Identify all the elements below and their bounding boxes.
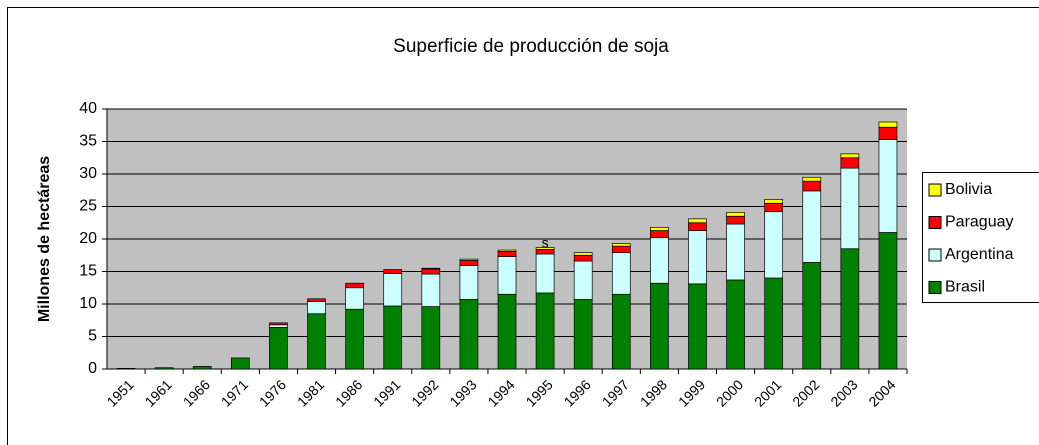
bar-segment: [421, 267, 441, 270]
bar-segment: [650, 282, 669, 370]
y-tick-label: 25: [79, 198, 97, 215]
y-tick-label: 0: [88, 360, 97, 377]
bar-segment: [421, 268, 441, 275]
chart-title: Superficie de producción de soja: [393, 36, 669, 57]
bar-segment: [726, 215, 745, 225]
bar-segment: [192, 366, 212, 370]
bar-segment: [726, 279, 745, 370]
y-tick-label: 30: [79, 165, 97, 182]
legend-swatch: [928, 281, 942, 294]
bar-segment: [230, 357, 250, 370]
bar-segment: [345, 308, 364, 370]
bar-segment: [269, 322, 288, 326]
bar-segment: [535, 247, 555, 250]
bar-segment: [802, 180, 822, 192]
bar-segment: [650, 226, 669, 231]
bar-segment: [116, 368, 136, 370]
bar-segment: [650, 230, 669, 239]
legend-label: Bolivia: [945, 181, 992, 198]
bar-segment: [764, 277, 784, 370]
legend-label: Paraguay: [945, 214, 1014, 231]
bar-segment: [383, 273, 403, 307]
bar-segment: [688, 222, 707, 231]
bar-segment: [726, 223, 745, 281]
bar-segment: [611, 293, 631, 370]
bar-segment: [802, 190, 822, 263]
bar-segment: [307, 301, 326, 315]
legend-label: Argentina: [945, 246, 1014, 263]
bar-segment: [307, 313, 326, 370]
bar-segment: [497, 251, 517, 257]
bar-segment: [764, 199, 784, 204]
bar-segment: [688, 283, 707, 370]
y-tick-label: 40: [79, 100, 97, 117]
bar-segment: [573, 252, 593, 256]
bar-segment: [611, 243, 631, 247]
bar-segment: [459, 260, 479, 267]
annotation: s: [542, 235, 549, 251]
bar-segment: [497, 249, 517, 252]
bar-segment: [878, 121, 898, 128]
legend: [922, 172, 1039, 303]
bar-segment: [573, 254, 593, 262]
bar-segment: [611, 252, 631, 295]
bar-segment: [840, 157, 860, 169]
bar-segment: [459, 299, 479, 370]
legend-swatch: [928, 216, 942, 229]
bar-segment: [535, 292, 555, 370]
bar-segment: [840, 248, 860, 370]
bar-segment: [459, 265, 479, 300]
bar-segment: [269, 324, 288, 328]
y-tick-label: 5: [88, 328, 97, 345]
bar-segment: [383, 269, 403, 274]
legend-label: Brasil: [945, 279, 985, 296]
bar-segment: [497, 256, 517, 295]
y-tick-label: 20: [79, 230, 97, 247]
y-tick-label: 35: [79, 133, 97, 150]
bar-segment: [726, 212, 745, 217]
bar-segment: [269, 327, 288, 370]
bar-segment: [688, 218, 707, 224]
y-tick-label: 15: [79, 263, 97, 280]
y-axis-title: Millones de hectáreas: [36, 156, 53, 322]
bar-segment: [840, 153, 860, 159]
bar-segment: [497, 293, 517, 370]
bar-segment: [421, 306, 441, 370]
bar-segment: [611, 245, 631, 253]
bar-segment: [345, 282, 364, 289]
bar-segment: [573, 299, 593, 370]
bar-segment: [688, 230, 707, 285]
bar-segment: [840, 167, 860, 250]
y-tick-label: 10: [79, 295, 97, 312]
bar-segment: [878, 126, 898, 140]
bar-segment: [878, 232, 898, 370]
legend-swatch: [928, 183, 942, 197]
legend-swatch: [928, 248, 942, 262]
bar-segment: [650, 237, 669, 284]
bar-segment: [345, 287, 364, 310]
bar-segment: [802, 262, 822, 370]
bar-segment: [878, 139, 898, 233]
bar-segment: [421, 273, 441, 307]
bar-segment: [573, 260, 593, 300]
bar-segment: [535, 253, 555, 294]
bar-segment: [307, 298, 326, 302]
bar-segment: [154, 367, 174, 370]
bar-segment: [383, 305, 403, 370]
bar-segment: [764, 202, 784, 213]
bar-segment: [764, 211, 784, 279]
bar-segment: [459, 258, 479, 261]
bar-segment: [802, 176, 822, 182]
